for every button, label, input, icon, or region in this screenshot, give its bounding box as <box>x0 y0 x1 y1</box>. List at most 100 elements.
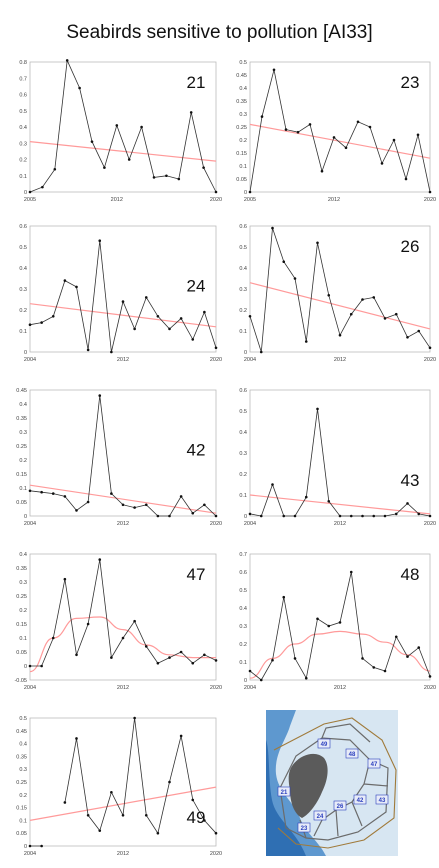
trend-line <box>29 786 217 821</box>
data-point <box>110 790 113 794</box>
data-point <box>406 655 409 658</box>
y-tick-label: 0.45 <box>16 729 27 735</box>
data-point <box>203 310 206 314</box>
data-point <box>214 190 218 194</box>
plot-frame <box>249 553 431 681</box>
panel-label: 24 <box>187 277 206 296</box>
data-point <box>380 162 384 165</box>
data-point <box>144 503 148 507</box>
data-point <box>98 239 102 242</box>
map-area-labels: 49 48 47 21 42 43 26 24 23 <box>277 738 389 833</box>
map-area-label: 47 <box>371 762 378 768</box>
panel-label: 47 <box>187 565 206 584</box>
y-tick-label: 0.2 <box>19 793 27 799</box>
y-tick-label: 0.5 <box>239 588 247 594</box>
data-point <box>284 128 288 131</box>
chart-panel-21: 0 0.1 0.2 0.3 0.4 0.5 0.6 0.7 0.8 2005 2012 2020 21 <box>19 58 222 203</box>
plot-frame <box>29 225 217 353</box>
x-tick-label: 2020 <box>424 197 436 203</box>
data-point <box>156 514 160 518</box>
y-tick-label: 0.35 <box>16 416 27 422</box>
data-point <box>349 514 353 518</box>
data-point <box>394 635 398 639</box>
chart-panel-42: 0 0.05 0.1 0.15 0.2 0.25 0.3 0.35 0.4 0.45 2004 201… <box>16 388 222 527</box>
data-point <box>260 115 264 118</box>
y-tick-label: 0.3 <box>19 767 27 773</box>
y-tick-label: 0.1 <box>239 164 247 170</box>
map-label-box <box>333 800 347 811</box>
x-tick-label: 2004 <box>244 357 256 363</box>
data-point <box>214 659 218 662</box>
y-tick-label: 0.1 <box>239 493 247 499</box>
data-point <box>282 260 286 263</box>
map-area-label: 48 <box>349 752 356 758</box>
y-tick-label: 0.1 <box>239 329 247 335</box>
y-tick-label: 0.35 <box>236 99 247 105</box>
data-point <box>98 394 102 397</box>
y-tick-label: 0.2 <box>239 138 247 144</box>
data-point <box>110 656 113 659</box>
chart-panel-24: 0 0.1 0.2 0.3 0.4 0.5 0.6 2004 2012 2020 24 <box>19 224 222 363</box>
series-line <box>249 69 431 193</box>
data-point <box>320 169 324 173</box>
data-point <box>248 669 252 673</box>
x-tick-label: 2012 <box>117 851 129 857</box>
y-tick-label: 0 <box>24 664 27 670</box>
y-tick-label: 0.2 <box>239 642 247 648</box>
x-tick-label: 2012 <box>117 521 129 527</box>
y-tick-label: 0.25 <box>16 444 27 450</box>
data-point <box>372 296 376 299</box>
data-point <box>168 327 171 331</box>
data-point <box>179 650 183 654</box>
map-label-box <box>313 810 327 821</box>
x-tick-label: 2012 <box>111 197 123 203</box>
x-tick-label: 2005 <box>24 197 36 203</box>
x-tick-label: 2012 <box>328 197 340 203</box>
data-point <box>156 661 160 665</box>
y-tick-label: 0.6 <box>19 93 27 99</box>
map-area-label: 42 <box>357 798 364 804</box>
y-tick-label: 0.5 <box>19 716 27 722</box>
series-line <box>249 571 431 681</box>
trend-line <box>249 123 431 159</box>
y-tick-label: 0.25 <box>236 125 247 131</box>
data-point <box>168 780 171 784</box>
data-point <box>349 312 353 316</box>
trend-curve <box>29 616 216 673</box>
data-point <box>344 146 348 150</box>
map-area-borders <box>279 723 389 841</box>
map-label-box <box>345 748 359 759</box>
y-tick-label: 0.7 <box>239 552 247 558</box>
data-point <box>51 492 55 495</box>
x-tick-label: 2020 <box>210 521 222 527</box>
data-point <box>110 492 113 495</box>
data-point <box>53 167 57 171</box>
data-point <box>177 177 181 181</box>
data-point <box>338 514 342 518</box>
y-tick-label: 0 <box>24 514 27 520</box>
series-line <box>30 717 217 847</box>
data-point <box>86 348 90 352</box>
data-point <box>98 558 102 561</box>
y-tick-label: 0.4 <box>19 402 27 408</box>
plot-frame <box>29 553 217 681</box>
data-point <box>63 495 67 498</box>
plot-frame <box>249 225 431 353</box>
data-point <box>75 509 78 512</box>
chart-panel-26: 0 0.1 0.2 0.3 0.4 0.5 0.6 2004 2012 2020 26 <box>239 224 436 363</box>
y-tick-label: 0.15 <box>236 151 247 157</box>
chart-panel-49: 0 0.05 0.1 0.15 0.2 0.25 0.3 0.35 0.4 0.45 0.5 2004… <box>16 716 222 857</box>
data-point <box>248 512 252 516</box>
data-point <box>86 813 90 817</box>
y-tick-label: 0.1 <box>19 818 27 824</box>
data-point <box>179 734 183 738</box>
data-point <box>428 346 432 350</box>
panel-label: 43 <box>401 471 420 490</box>
data-point <box>202 166 205 169</box>
y-tick-label: 0.2 <box>239 472 247 478</box>
y-tick-label: 0.25 <box>16 780 27 786</box>
data-point <box>40 490 43 494</box>
data-point <box>203 653 206 657</box>
data-point <box>214 514 218 518</box>
data-point <box>383 514 387 518</box>
